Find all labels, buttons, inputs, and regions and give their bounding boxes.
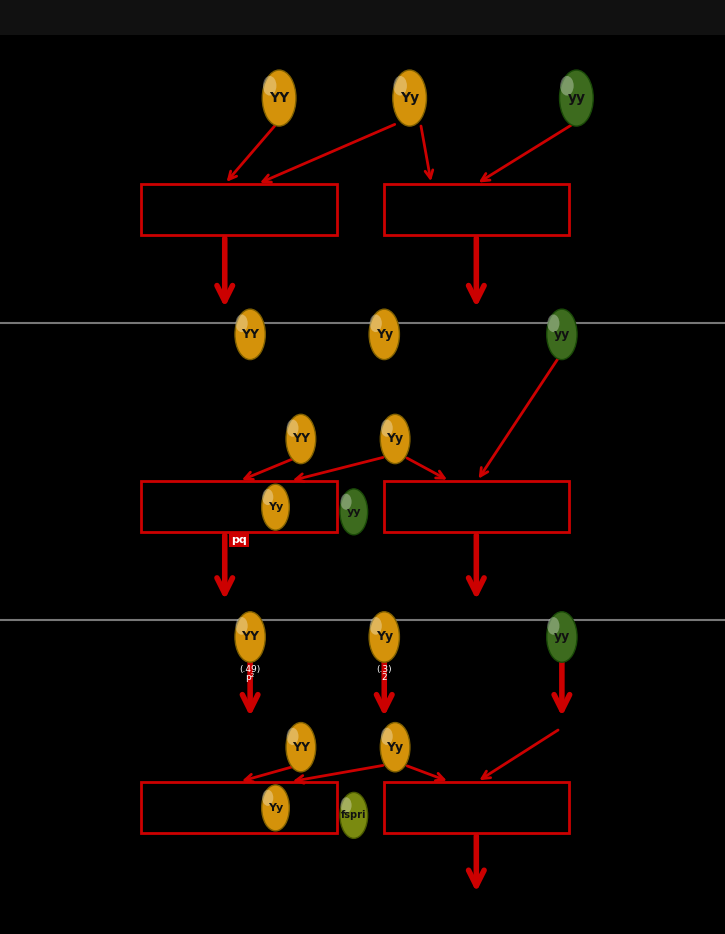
- Ellipse shape: [369, 612, 399, 662]
- Ellipse shape: [236, 617, 248, 635]
- Ellipse shape: [262, 70, 296, 126]
- Text: yy: yy: [554, 630, 570, 644]
- Text: Yy: Yy: [400, 92, 419, 105]
- Text: pq: pq: [231, 535, 247, 545]
- Text: YY: YY: [241, 630, 259, 644]
- Ellipse shape: [286, 415, 315, 463]
- Ellipse shape: [381, 419, 393, 437]
- Ellipse shape: [262, 489, 273, 505]
- Text: YY: YY: [241, 328, 259, 341]
- Text: YY: YY: [269, 92, 289, 105]
- Bar: [141, 782, 337, 833]
- Ellipse shape: [286, 723, 315, 771]
- Ellipse shape: [394, 76, 407, 95]
- Text: YY: YY: [292, 432, 310, 446]
- Bar: [141, 184, 337, 235]
- Text: fspri: fspri: [341, 811, 367, 820]
- Ellipse shape: [547, 309, 577, 360]
- Bar: [0, 0, 725, 35]
- Text: Yy: Yy: [386, 432, 404, 446]
- Bar: [384, 184, 569, 235]
- Text: p²: p²: [246, 673, 254, 683]
- Ellipse shape: [340, 488, 368, 535]
- Text: Yy: Yy: [376, 630, 393, 644]
- Text: Yy: Yy: [268, 502, 283, 512]
- Ellipse shape: [262, 785, 289, 831]
- Ellipse shape: [286, 728, 299, 745]
- Ellipse shape: [381, 728, 393, 745]
- Text: (.3): (.3): [376, 665, 392, 674]
- Bar: [384, 481, 569, 532]
- Ellipse shape: [560, 70, 593, 126]
- Text: YY: YY: [292, 741, 310, 754]
- Ellipse shape: [341, 798, 352, 814]
- Ellipse shape: [235, 309, 265, 360]
- Text: Yy: Yy: [386, 741, 404, 754]
- Ellipse shape: [369, 309, 399, 360]
- Ellipse shape: [235, 612, 265, 662]
- Ellipse shape: [341, 494, 352, 510]
- Ellipse shape: [370, 315, 382, 333]
- Ellipse shape: [262, 790, 273, 806]
- Ellipse shape: [286, 419, 299, 437]
- Ellipse shape: [262, 484, 289, 531]
- Ellipse shape: [547, 617, 560, 635]
- Ellipse shape: [381, 415, 410, 463]
- Ellipse shape: [370, 617, 382, 635]
- Text: Yy: Yy: [268, 803, 283, 813]
- Ellipse shape: [560, 76, 573, 95]
- Bar: [141, 481, 337, 532]
- Ellipse shape: [381, 723, 410, 771]
- Text: 2: 2: [381, 673, 387, 683]
- Text: yy: yy: [347, 507, 361, 517]
- Ellipse shape: [393, 70, 426, 126]
- Ellipse shape: [340, 792, 368, 839]
- Ellipse shape: [236, 315, 248, 333]
- Text: yy: yy: [568, 92, 585, 105]
- Text: (.49): (.49): [239, 665, 261, 674]
- Ellipse shape: [263, 76, 276, 95]
- Bar: [384, 782, 569, 833]
- Ellipse shape: [547, 612, 577, 662]
- Text: Yy: Yy: [376, 328, 393, 341]
- Text: yy: yy: [554, 328, 570, 341]
- Ellipse shape: [547, 315, 560, 333]
